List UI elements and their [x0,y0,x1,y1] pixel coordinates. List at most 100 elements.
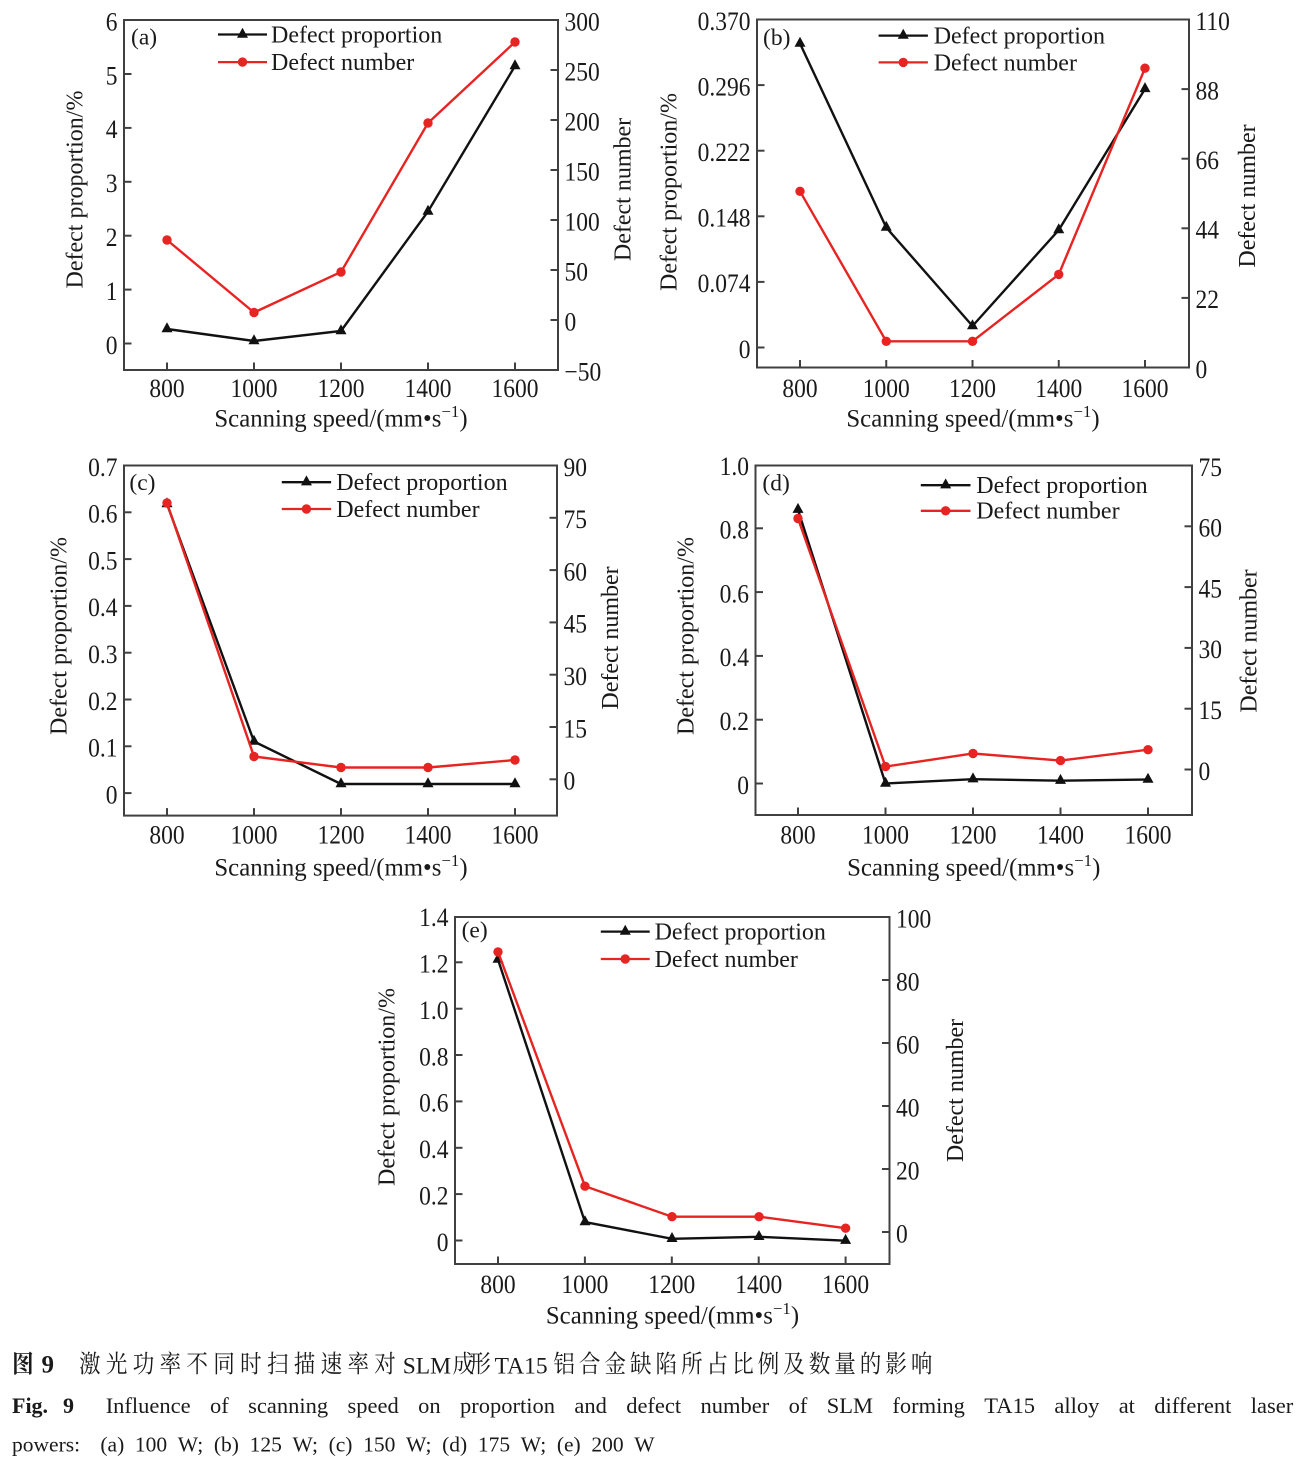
svg-text:800: 800 [480,1271,515,1300]
svg-text:Defect proportion/%: Defect proportion/% [657,93,683,291]
svg-text:0.370: 0.370 [698,8,751,37]
svg-text:2: 2 [106,224,118,253]
svg-text:(a): (a) [100,1433,124,1457]
svg-text:Influence: Influence [106,1393,191,1418]
svg-text:150: 150 [565,158,600,187]
svg-text:0: 0 [564,767,576,796]
svg-text:100: 100 [565,208,600,237]
svg-text:forming: forming [892,1393,965,1418]
svg-text:Fig.: Fig. [12,1393,48,1418]
svg-text:0.2: 0.2 [88,688,117,717]
svg-text:15: 15 [1199,697,1222,726]
svg-text:(b): (b) [214,1433,239,1457]
svg-text:of: of [789,1393,808,1418]
svg-text:Defect proportion/%: Defect proportion/% [47,537,73,735]
svg-text:1: 1 [106,278,118,307]
svg-text:0.8: 0.8 [720,516,749,545]
svg-text:powers:: powers: [12,1433,80,1457]
svg-text:40: 40 [896,1094,919,1123]
svg-text:250: 250 [565,58,600,87]
svg-text:0: 0 [896,1220,908,1249]
svg-text:800: 800 [780,821,815,850]
svg-text:0.6: 0.6 [419,1089,448,1118]
svg-text:125: 125 [250,1433,282,1457]
svg-text:scanning: scanning [248,1393,328,1418]
svg-text:0.8: 0.8 [419,1043,448,1072]
svg-text:0: 0 [437,1229,449,1258]
svg-text:Defect number: Defect number [1235,124,1261,267]
svg-text:0.7: 0.7 [88,454,117,483]
svg-text:W;: W; [521,1433,546,1457]
svg-text:1000: 1000 [231,821,278,850]
svg-text:800: 800 [149,375,184,404]
svg-text:1600: 1600 [1122,375,1169,404]
svg-text:Defect number: Defect number [611,118,637,261]
svg-text:22: 22 [1196,286,1219,315]
svg-text:at: at [1119,1393,1136,1418]
svg-text:(b): (b) [763,25,790,51]
svg-text:Scanning speed/(mm•s−1): Scanning speed/(mm•s−1) [846,402,1099,432]
svg-text:15: 15 [564,715,587,744]
svg-text:(e): (e) [462,918,488,944]
svg-text:1200: 1200 [648,1271,695,1300]
svg-text:(c): (c) [129,470,155,496]
svg-text:0.1: 0.1 [88,734,117,763]
svg-text:6: 6 [106,8,118,37]
svg-text:0.2: 0.2 [419,1182,448,1211]
svg-text:800: 800 [149,821,184,850]
svg-text:Scanning speed/(mm•s−1): Scanning speed/(mm•s−1) [847,851,1100,881]
svg-text:TA15: TA15 [495,1354,548,1380]
svg-text:Defect proportion: Defect proportion [336,470,507,496]
svg-text:0: 0 [1196,356,1208,385]
svg-text:0: 0 [106,781,118,810]
svg-text:1400: 1400 [735,1271,782,1300]
svg-text:Defect number: Defect number [943,1019,969,1162]
svg-text:on: on [418,1393,441,1418]
svg-text:1000: 1000 [863,375,910,404]
svg-text:Defect number: Defect number [655,947,798,973]
svg-text:20: 20 [896,1157,919,1186]
svg-text:Defect proportion: Defect proportion [976,473,1147,499]
svg-text:Defect proportion: Defect proportion [655,920,826,946]
svg-text:laser: laser [1251,1393,1294,1418]
svg-text:110: 110 [1196,8,1230,37]
svg-text:0: 0 [1199,758,1211,787]
svg-text:1.2: 1.2 [419,950,448,979]
svg-text:0: 0 [106,332,118,361]
svg-text:(c): (c) [329,1433,353,1457]
svg-text:1.4: 1.4 [419,904,449,933]
svg-text:0: 0 [739,336,751,365]
svg-text:1000: 1000 [231,375,278,404]
svg-text:Defect number: Defect number [934,50,1077,76]
svg-text:1200: 1200 [318,375,365,404]
svg-text:60: 60 [896,1031,919,1060]
svg-text:and: and [574,1393,607,1418]
svg-text:Scanning speed/(mm•s−1): Scanning speed/(mm•s−1) [214,402,467,432]
svg-text:0.6: 0.6 [720,580,749,609]
svg-text:30: 30 [1199,636,1222,665]
svg-text:number: number [701,1393,770,1418]
svg-text:Defect proportion: Defect proportion [271,22,442,48]
svg-text:0.074: 0.074 [698,270,751,299]
svg-text:0.3: 0.3 [88,641,117,670]
svg-text:W: W [634,1433,655,1457]
svg-text:66: 66 [1196,147,1219,176]
svg-text:0.2: 0.2 [720,708,749,737]
svg-text:W;: W; [292,1433,317,1457]
svg-text:proportion: proportion [460,1393,555,1418]
svg-text:Defect proportion/%: Defect proportion/% [62,91,88,289]
svg-text:alloy: alloy [1054,1393,1100,1418]
svg-text:100: 100 [135,1433,167,1457]
svg-text:50: 50 [565,258,588,287]
svg-text:200: 200 [565,108,600,137]
svg-text:3: 3 [106,170,118,199]
svg-text:1600: 1600 [492,375,539,404]
svg-text:0.4: 0.4 [88,594,118,623]
svg-text:9: 9 [42,1352,55,1379]
svg-text:SLM: SLM [403,1354,451,1380]
svg-text:Scanning speed/(mm•s−1): Scanning speed/(mm•s−1) [214,851,467,881]
svg-text:Defect proportion: Defect proportion [934,24,1105,50]
svg-text:1.0: 1.0 [720,453,749,482]
svg-text:TA15: TA15 [984,1393,1035,1418]
svg-text:0: 0 [565,308,577,337]
